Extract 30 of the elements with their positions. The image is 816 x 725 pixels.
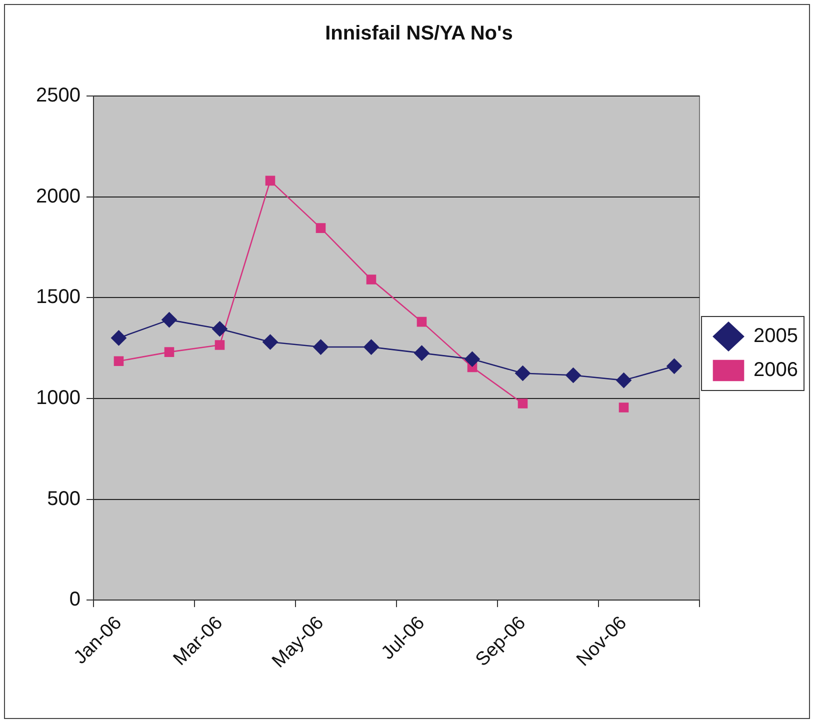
y-tick-label: 500 [47,488,80,510]
point [616,372,632,388]
y-tick-label: 1500 [36,286,80,308]
point [212,321,228,337]
point [366,274,376,284]
point [164,347,174,357]
point [566,368,581,383]
point [316,223,326,233]
point [416,316,427,327]
point [515,366,530,381]
y-tick-label: 2500 [36,84,80,107]
point [111,330,126,346]
point [162,312,177,328]
point [262,334,278,350]
y-tick-label: 2000 [36,185,80,208]
point [518,398,528,408]
point [313,339,328,355]
y-tick-label: 0 [69,588,80,611]
point [114,356,124,366]
point [464,351,480,367]
point [618,402,629,412]
y-tick-label: 1000 [36,386,80,409]
point [414,345,430,361]
legend-label: 2006 [754,359,798,382]
point [214,340,225,350]
legend-label: 2005 [754,325,798,348]
point [666,358,682,374]
chart-title: Innisfail NS/YA No's [325,22,513,45]
point [364,339,379,355]
point [265,176,276,186]
